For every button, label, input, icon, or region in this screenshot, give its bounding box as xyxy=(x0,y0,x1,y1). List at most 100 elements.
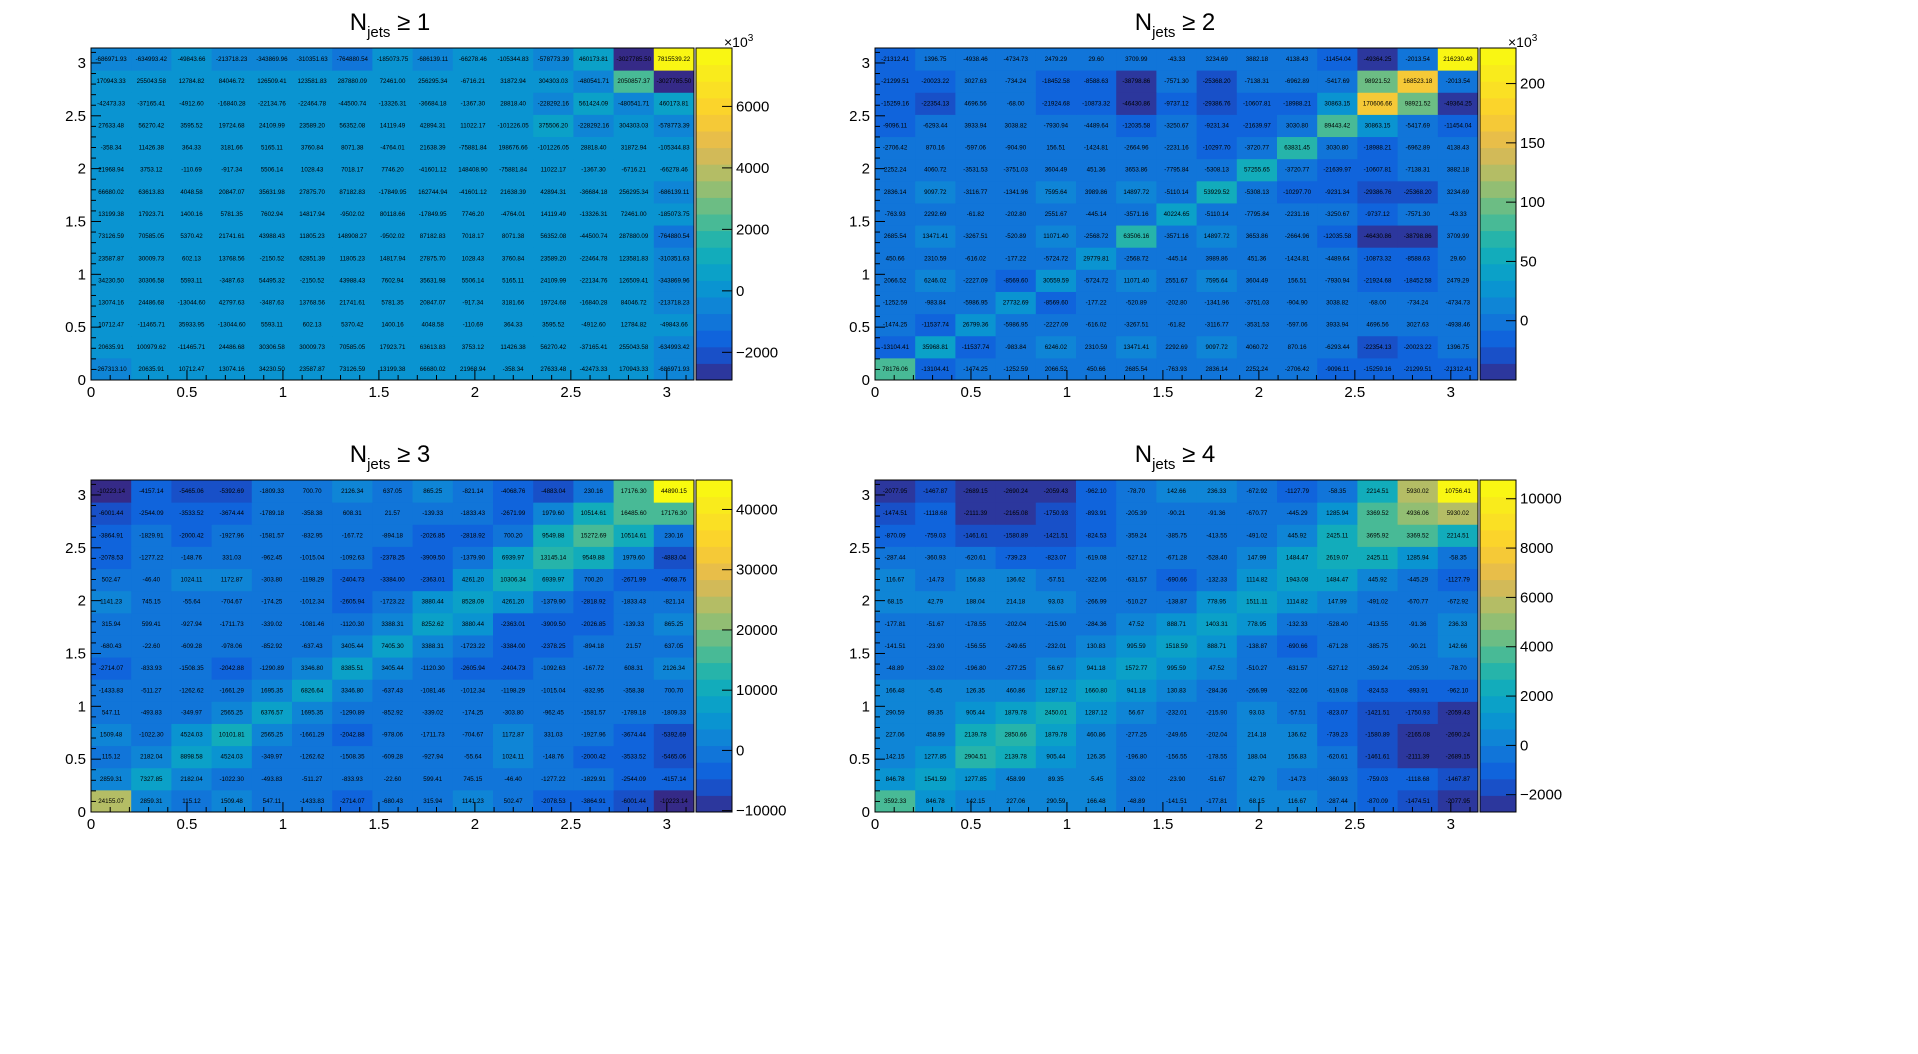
color-scale-band xyxy=(1480,114,1516,132)
heatmap-cell xyxy=(292,114,333,138)
heatmap-cell xyxy=(372,291,414,315)
cell-value-label: -358.34 xyxy=(101,145,123,152)
heatmap-cell xyxy=(1317,291,1358,315)
heatmap-cell xyxy=(1076,524,1117,547)
heatmap-cell xyxy=(91,723,132,747)
heatmap-cell xyxy=(613,546,655,570)
heatmap-cell xyxy=(875,247,916,270)
cell-value-label: -1474.25 xyxy=(963,366,988,373)
heatmap-cell xyxy=(171,269,213,292)
cell-value-label: -1421.51 xyxy=(1044,532,1069,539)
heatmap-cell xyxy=(533,502,574,525)
cell-value-label: 1509.48 xyxy=(221,798,244,805)
cell-value-label: -18452.58 xyxy=(1042,78,1070,85)
cell-value-label: 24486.68 xyxy=(138,300,164,307)
x-tick-label: 2.5 xyxy=(560,384,581,401)
heatmap-cell xyxy=(1437,745,1479,769)
heatmap-cell xyxy=(613,180,655,204)
heatmap-cell xyxy=(915,269,956,292)
cell-value-label: 502.47 xyxy=(102,577,121,584)
color-scale-band xyxy=(696,280,732,298)
heatmap-cell xyxy=(91,202,132,226)
heatmap-cell xyxy=(875,502,916,525)
heatmap-cell xyxy=(613,657,655,680)
cell-value-label: 8252.62 xyxy=(422,621,445,628)
cell-value-label: 2859.31 xyxy=(100,776,123,783)
heatmap-cell xyxy=(211,313,253,337)
color-scale-band xyxy=(1480,729,1516,747)
cell-value-label: -821.14 xyxy=(663,599,685,606)
cell-value-label: -2231.16 xyxy=(1285,211,1310,218)
cell-value-label: -578773.39 xyxy=(538,56,570,63)
cell-value-label: -8588.63 xyxy=(1084,78,1109,85)
heatmap-cell xyxy=(131,225,172,248)
color-scale-band xyxy=(696,114,732,132)
heatmap-cell xyxy=(1076,136,1117,160)
heatmap-cell xyxy=(1317,225,1358,248)
heatmap-cell xyxy=(573,202,615,226)
cell-value-label: 1172.87 xyxy=(221,577,243,584)
heatmap-cell xyxy=(1035,524,1077,547)
x-tick-label: 1.5 xyxy=(1152,816,1173,833)
heatmap-cell xyxy=(251,767,293,791)
cell-value-label: 27732.69 xyxy=(1003,300,1029,307)
color-scale-tick-label: −2000 xyxy=(736,344,778,361)
cell-value-label: 2252.24 xyxy=(1246,366,1269,373)
cell-value-label: -3116.77 xyxy=(964,189,989,196)
cell-value-label: 44890.15 xyxy=(661,488,687,495)
heatmap-cell xyxy=(1357,247,1399,270)
heatmap-cell xyxy=(653,313,695,337)
heatmap-cell xyxy=(1397,225,1439,248)
heatmap-cell xyxy=(1196,180,1238,204)
heatmap-cell xyxy=(573,767,615,791)
cell-value-label: -609.28 xyxy=(181,643,203,650)
cell-value-label: 10712.47 xyxy=(179,366,205,373)
cell-value-label: -3571.16 xyxy=(1164,233,1189,240)
cell-value-label: 2685.54 xyxy=(1125,366,1148,373)
cell-value-label: -4157.14 xyxy=(139,488,164,495)
cell-value-label: 865.25 xyxy=(664,621,683,628)
cell-value-label: -764880.54 xyxy=(658,233,690,240)
cell-value-label: -1661.29 xyxy=(219,687,244,694)
cell-value-label: -1081.46 xyxy=(420,687,445,694)
cell-value-label: -138.87 xyxy=(1246,643,1268,650)
x-tick-label: 3 xyxy=(663,384,671,401)
heatmap-cell xyxy=(653,180,695,204)
color-scale-band xyxy=(696,330,732,348)
cell-value-label: -1750.93 xyxy=(1044,510,1069,517)
cell-value-label: -1809.33 xyxy=(662,709,687,716)
cell-value-label: -962.10 xyxy=(1086,488,1108,495)
cell-value-label: -75881.84 xyxy=(499,167,527,174)
cell-value-label: -41601.12 xyxy=(459,189,487,196)
heatmap-cell xyxy=(1116,70,1157,93)
heatmap-cell xyxy=(875,48,916,71)
heatmap-cell xyxy=(452,679,494,702)
cell-value-label: 21741.61 xyxy=(339,300,365,307)
heatmap-cell xyxy=(292,789,333,813)
cell-value-label: 11022.17 xyxy=(541,167,567,174)
cell-value-label: -21299.51 xyxy=(881,78,909,85)
cell-value-label: -22.60 xyxy=(384,776,402,783)
heatmap-cell xyxy=(131,92,172,115)
heatmap-cell xyxy=(955,546,997,570)
heatmap-cell xyxy=(131,114,172,138)
cell-value-label: -178.55 xyxy=(965,621,987,628)
cell-value-label: 14817.94 xyxy=(380,255,406,262)
cell-value-label: -2690.24 xyxy=(1003,488,1028,495)
heatmap-cell xyxy=(1437,357,1479,381)
heatmap-cell xyxy=(251,679,293,702)
cell-value-label: -21312.41 xyxy=(1444,366,1472,373)
heatmap-cell xyxy=(955,524,997,547)
cell-value-label: -310351.63 xyxy=(658,255,690,262)
heatmap-cell xyxy=(91,568,132,592)
heatmap-cell xyxy=(171,657,213,680)
cell-value-label: -322.06 xyxy=(1086,577,1108,584)
cell-value-label: -4068.76 xyxy=(501,488,526,495)
cell-value-label: -493.83 xyxy=(261,776,283,783)
cell-value-label: 14897.72 xyxy=(1123,189,1149,196)
cell-value-label: -1421.51 xyxy=(1365,709,1390,716)
color-scale-tick-label: 10000 xyxy=(1520,491,1562,508)
cell-value-label: -18988.21 xyxy=(1364,145,1392,152)
heatmap-cell xyxy=(1196,612,1238,636)
heatmap-cell xyxy=(573,180,615,204)
